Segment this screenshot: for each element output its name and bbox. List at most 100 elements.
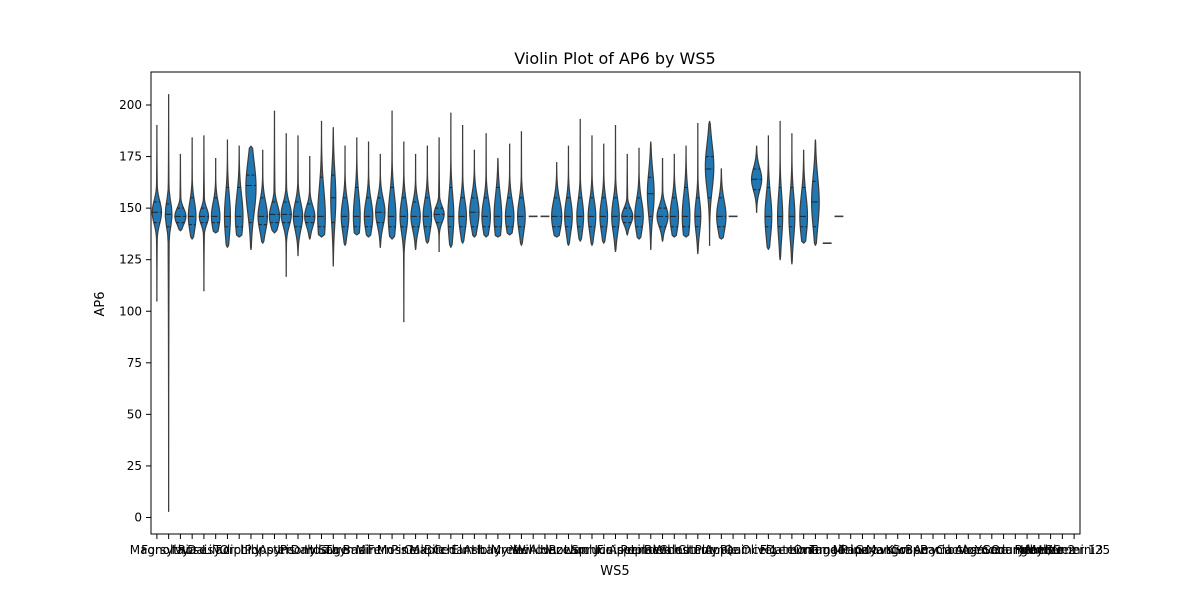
violin-body [340, 145, 350, 246]
violin-55 [788, 133, 796, 265]
violin-48 [704, 120, 715, 246]
x-tick-label: Linden [631, 543, 671, 557]
x-tick-label: Forsythia [141, 543, 196, 557]
x-tick-label: Bamboo [920, 543, 970, 557]
violin-1 [151, 125, 163, 302]
violin-body [599, 143, 609, 244]
x-tick-label: Melon [833, 543, 869, 557]
violin-body [716, 168, 727, 240]
x-tick-label: Apple [704, 543, 738, 557]
violin-body [257, 149, 268, 244]
violin-22 [399, 141, 409, 323]
x-tick-label: Myrtle 2 [1026, 543, 1075, 557]
violin-body [669, 153, 680, 238]
violin-body [330, 127, 337, 267]
x-tick-label: Grape [891, 543, 928, 557]
violin-body [656, 158, 669, 242]
x-tick-label: Yucca [974, 543, 1009, 557]
x-tick-label: Agave [961, 543, 999, 557]
violin-body [245, 145, 257, 250]
violin-body [280, 133, 292, 277]
x-tick-label: Pine [391, 543, 416, 557]
violin-41 [621, 153, 634, 236]
violin-35 [551, 162, 563, 238]
violin-body [799, 149, 809, 244]
violin-56 [799, 149, 809, 244]
x-tick-label: Beech [644, 543, 681, 557]
x-tick-label: Aster [259, 543, 291, 557]
x-tick-label: Peony [280, 543, 316, 557]
x-tick-label: Moss [377, 543, 407, 557]
violin-body [704, 120, 715, 246]
x-tick-label: Willow [514, 543, 553, 557]
violin-44 [656, 158, 669, 242]
violin-body [458, 125, 468, 244]
y-tick-label: 25 [127, 459, 142, 473]
violin-52 [750, 145, 763, 213]
x-tick-label: Poppy [244, 543, 281, 557]
violin-body [764, 135, 773, 250]
violin-43 [646, 141, 655, 250]
violin-49 [716, 168, 727, 240]
violin-body [810, 139, 820, 246]
x-tick-label: Cedar [433, 543, 469, 557]
violin-15 [317, 120, 326, 238]
violin-body [587, 135, 597, 246]
violin-body [234, 145, 244, 238]
x-tick-label: Elm [451, 543, 474, 557]
x-tick-label: Lime [789, 543, 818, 557]
x-tick-label: Rose [178, 543, 207, 557]
x-tick-label: Sumer 13 [1045, 543, 1103, 557]
violin-body [551, 162, 563, 238]
violin-body [481, 133, 491, 238]
y-tick-label: 175 [119, 150, 142, 164]
x-tick-label: Orange tree [991, 543, 1063, 557]
violin-26 [447, 112, 455, 248]
x-tick-label: Kiwi [886, 543, 910, 557]
x-tick-label: Basil [343, 543, 372, 557]
violin-36 [564, 145, 573, 246]
x-tick-label: Mango [866, 543, 906, 557]
x-tick-label: Cherry [678, 543, 718, 557]
violin-46 [681, 145, 691, 238]
x-tick-label: Fir [597, 543, 611, 557]
violin-body [268, 110, 281, 234]
violin-body [469, 149, 480, 238]
x-tick-label: Daisy [187, 543, 220, 557]
violin-21 [387, 110, 397, 240]
violin-body [304, 155, 316, 240]
y-axis: 0 25 50 75 100 125 150 175 200 [119, 98, 151, 525]
violin-5 [198, 135, 210, 292]
violin-6 [210, 158, 221, 234]
violin-body [634, 147, 644, 240]
x-tick-label: Oak [404, 543, 428, 557]
y-tick-label: 200 [119, 98, 142, 112]
x-tick-label: Maple [409, 543, 445, 557]
x-tick-label: Orchid [220, 543, 259, 557]
violin-2 [164, 94, 173, 512]
violin-38 [587, 135, 597, 246]
violin-57 [810, 139, 820, 246]
violin-body [517, 131, 526, 246]
y-tick-label: 100 [119, 304, 142, 318]
x-tick-label: Rowan [549, 543, 589, 557]
violin-18 [352, 137, 361, 236]
y-axis-label: AP6 [93, 291, 108, 316]
x-tick-label: Heather [1015, 543, 1063, 557]
violin-12 [280, 133, 292, 277]
violin-16 [330, 127, 337, 267]
x-tick-label: Myrtle [491, 543, 529, 557]
x-tick-label: Thyme [323, 543, 365, 557]
x-tick-label: Iris [277, 543, 295, 557]
violin-body [694, 122, 702, 255]
violin-7 [223, 139, 232, 248]
x-tick-label: Plum [695, 543, 725, 557]
violin-body [422, 145, 433, 244]
x-tick-label: Berry [905, 543, 937, 557]
x-tick-label: Sedum [983, 543, 1025, 557]
violin-8 [234, 145, 244, 238]
x-tick-label: Quince [724, 543, 766, 557]
violin-body [198, 135, 210, 292]
